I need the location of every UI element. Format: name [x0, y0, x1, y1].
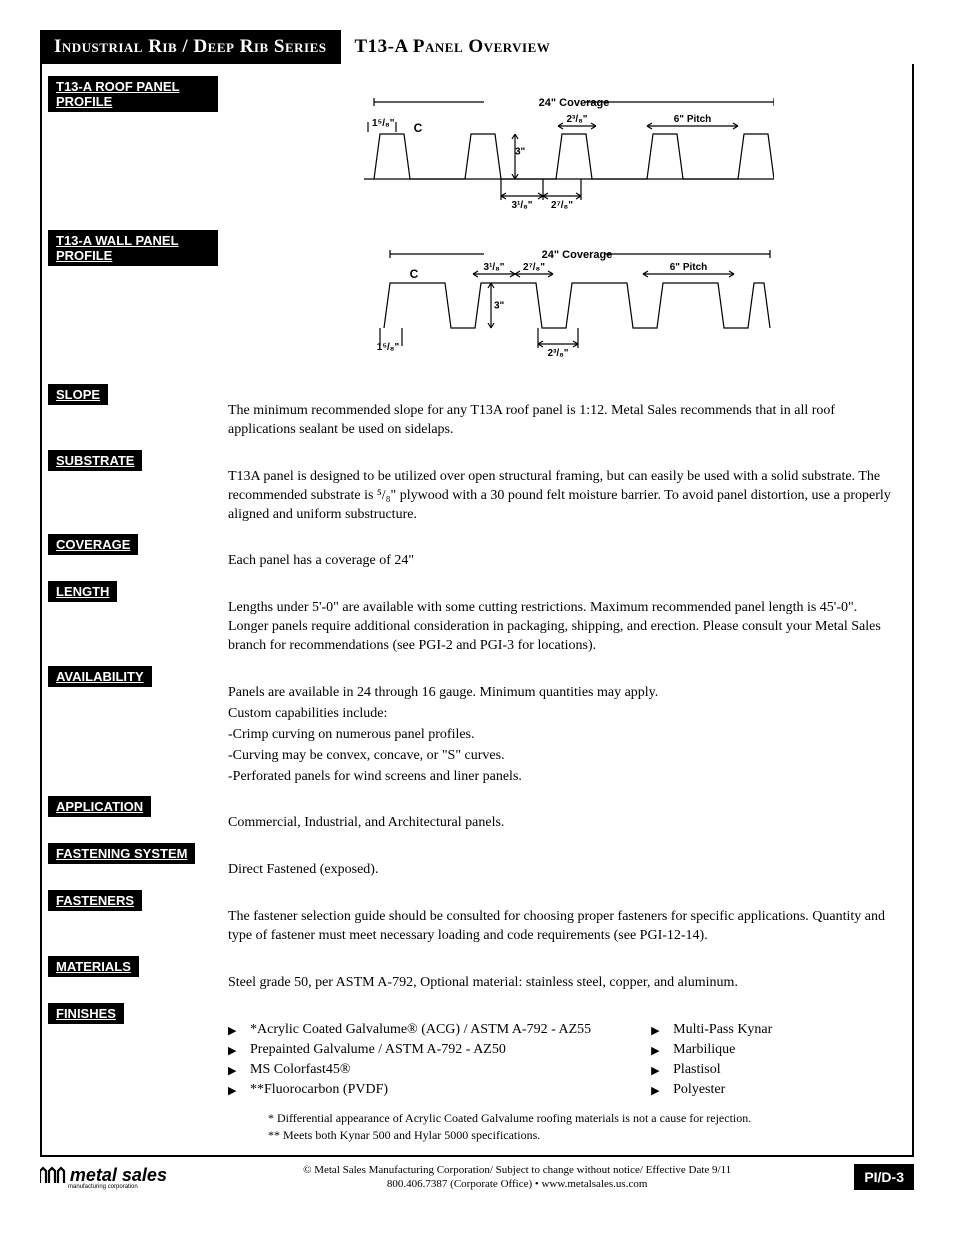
availability-label: AVAILABILITY — [48, 666, 152, 687]
svg-text:C: C — [410, 267, 419, 281]
fastening-label: FASTENING SYSTEM — [48, 843, 195, 864]
length-section: LENGTH Lengths under 5'-0" are available… — [42, 581, 912, 658]
svg-text:2³/₈": 2³/₈" — [566, 114, 587, 125]
coverage-label: COVERAGE — [48, 534, 138, 555]
slope-body: The minimum recommended slope for any T1… — [228, 384, 900, 442]
substrate-body: T13A panel is designed to be utilized ov… — [228, 450, 900, 527]
finish-item: Plastisol — [651, 1061, 772, 1080]
page-footer: metal sales manufacturing corporation © … — [40, 1163, 914, 1192]
availability-line: -Perforated panels for wind screens and … — [228, 768, 900, 787]
page-number: PI/D-3 — [854, 1164, 914, 1190]
materials-body: Steel grade 50, per ASTM A-792, Optional… — [228, 956, 900, 995]
length-label: LENGTH — [48, 581, 117, 602]
fasteners-body: The fastener selection guide should be c… — [228, 890, 900, 948]
finish-note-1: * Differential appearance of Acrylic Coa… — [268, 1110, 900, 1126]
wall-profile-label: T13-A WALL PANEL PROFILE — [48, 230, 218, 266]
coverage-body: Each panel has a coverage of 24" — [228, 534, 900, 573]
svg-text:2⁷/₈": 2⁷/₈" — [523, 262, 545, 273]
footer-logo-text: metal sales — [70, 1165, 167, 1185]
substrate-section: SUBSTRATE T13A panel is designed to be u… — [42, 450, 912, 527]
application-label: APPLICATION — [48, 796, 151, 817]
fastening-section: FASTENING SYSTEM Direct Fastened (expose… — [42, 843, 912, 882]
finishes-body: *Acrylic Coated Galvalume® (ACG) / ASTM … — [228, 1003, 900, 1143]
coverage-section: COVERAGE Each panel has a coverage of 24… — [42, 534, 912, 573]
svg-text:3": 3" — [515, 147, 526, 158]
svg-text:24" Coverage: 24" Coverage — [539, 97, 610, 109]
series-title: Industrial Rib / Deep Rib Series — [40, 30, 341, 64]
fasteners-section: FASTENERS The fastener selection guide s… — [42, 890, 912, 948]
footer-logo: metal sales manufacturing corporation — [40, 1165, 180, 1190]
availability-line: -Curving may be convex, concave, or "S" … — [228, 747, 900, 766]
svg-text:6" Pitch: 6" Pitch — [670, 262, 708, 273]
svg-text:3¹/₈": 3¹/₈" — [511, 200, 532, 211]
roof-profile-label: T13-A ROOF PANEL PROFILE — [48, 76, 218, 112]
application-section: APPLICATION Commercial, Industrial, and … — [42, 796, 912, 835]
wall-profile-section: T13-A WALL PANEL PROFILE 24" Coverage C 3¹… — [42, 230, 912, 376]
svg-text:1⁵/₈": 1⁵/₈" — [372, 118, 395, 129]
svg-text:C: C — [414, 121, 423, 135]
substrate-label: SUBSTRATE — [48, 450, 142, 471]
finishes-section: FINISHES *Acrylic Coated Galvalume® (ACG… — [42, 1003, 912, 1143]
finishes-label: FINISHES — [48, 1003, 124, 1024]
svg-text:6" Pitch: 6" Pitch — [674, 114, 712, 125]
finish-item: Prepainted Galvalume / ASTM A-792 - AZ50 — [228, 1041, 591, 1060]
roof-profile-diagram: 24" Coverage 1⁵/₈" C 2³/₈" 6" Pitch 3" 3¹/₈" 2⁷… — [228, 76, 900, 222]
finish-note-2: ** Meets both Kynar 500 and Hylar 5000 s… — [268, 1127, 900, 1143]
fastening-body: Direct Fastened (exposed). — [228, 843, 900, 882]
availability-line: Panels are available in 24 through 16 ga… — [228, 684, 900, 703]
materials-section: MATERIALS Steel grade 50, per ASTM A-792… — [42, 956, 912, 995]
svg-text:3¹/₈": 3¹/₈" — [483, 262, 504, 273]
svg-text:2³/₈": 2³/₈" — [547, 348, 568, 359]
finish-item: **Fluorocarbon (PVDF) — [228, 1081, 591, 1100]
finish-item: *Acrylic Coated Galvalume® (ACG) / ASTM … — [228, 1021, 591, 1040]
content-frame: T13-A ROOF PANEL PROFILE 24" Coverage 1⁵/… — [40, 64, 914, 1157]
availability-body: Panels are available in 24 through 16 ga… — [228, 666, 900, 788]
availability-section: AVAILABILITY Panels are available in 24 … — [42, 666, 912, 788]
metal-sales-logo-icon — [40, 1165, 66, 1186]
svg-text:24" Coverage: 24" Coverage — [542, 249, 613, 261]
length-body: Lengths under 5'-0" are available with s… — [228, 581, 900, 658]
svg-text:3": 3" — [494, 301, 505, 312]
footer-copyright: © Metal Sales Manufacturing Corporation/… — [192, 1163, 842, 1192]
finish-item: Marbilique — [651, 1041, 772, 1060]
slope-section: SLOPE The minimum recommended slope for … — [42, 384, 912, 442]
finish-item: MS Colorfast45® — [228, 1061, 591, 1080]
panel-title: T13-A Panel Overview — [341, 30, 565, 64]
application-body: Commercial, Industrial, and Architectura… — [228, 796, 900, 835]
availability-line: Custom capabilities include: — [228, 705, 900, 724]
svg-text:2⁷/₈": 2⁷/₈" — [551, 200, 573, 211]
roof-profile-section: T13-A ROOF PANEL PROFILE 24" Coverage 1⁵/… — [42, 76, 912, 222]
finish-item: Polyester — [651, 1081, 772, 1100]
fasteners-label: FASTENERS — [48, 890, 142, 911]
wall-profile-diagram: 24" CoverageC3¹/₈"2⁷/₈"6" Pitch3"2³/₈"1⁵… — [228, 230, 900, 376]
materials-label: MATERIALS — [48, 956, 139, 977]
finish-item: Multi-Pass Kynar — [651, 1021, 772, 1040]
availability-line: -Crimp curving on numerous panel profile… — [228, 726, 900, 745]
slope-label: SLOPE — [48, 384, 108, 405]
